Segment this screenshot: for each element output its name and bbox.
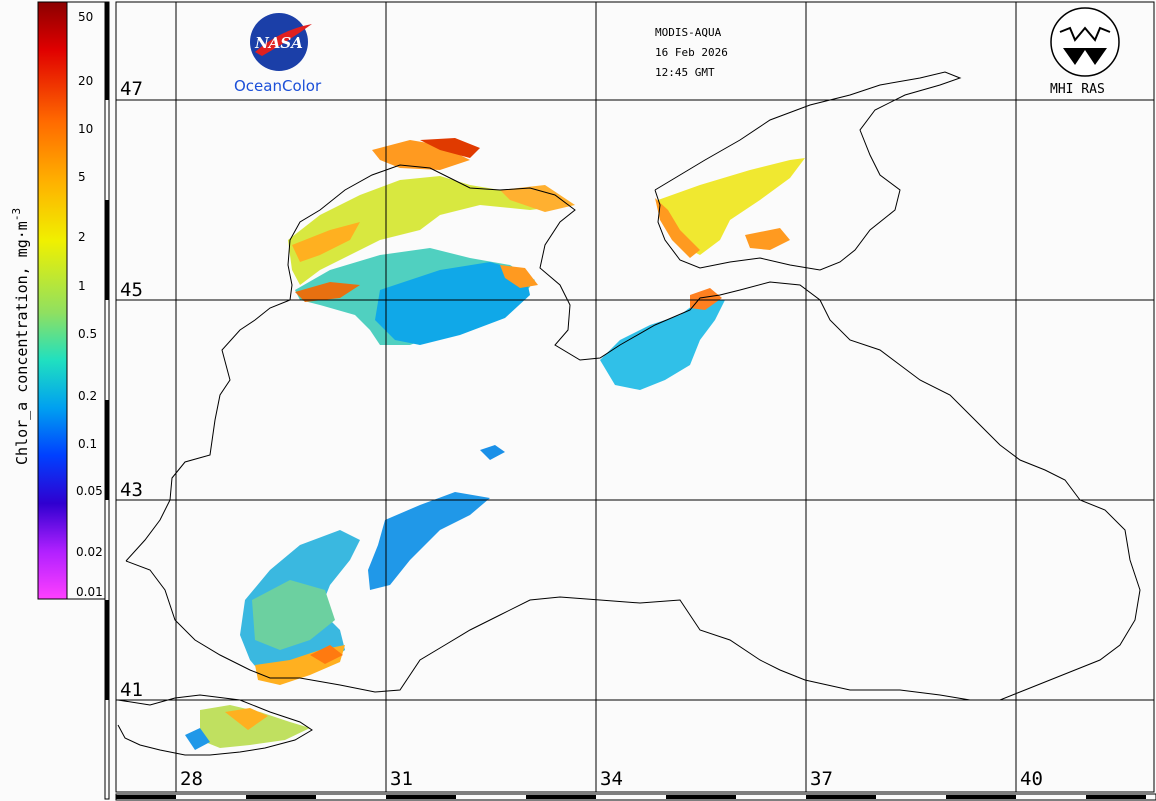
latitude-label: 43 bbox=[120, 479, 143, 501]
mhi-logo: MHI RAS bbox=[1050, 7, 1120, 97]
longitude-label: 34 bbox=[600, 768, 623, 790]
latitude-label: 41 bbox=[120, 679, 143, 701]
frame-tick-bar bbox=[526, 795, 596, 799]
colorbar-tick-label: 10 bbox=[78, 122, 93, 136]
colorbar-tick-label: 5 bbox=[78, 170, 86, 184]
mhi-label: MHI RAS bbox=[1050, 82, 1105, 97]
frame-left-axis bbox=[104, 1, 110, 800]
frame-tick-bar bbox=[1086, 795, 1146, 799]
colorbar bbox=[37, 1, 68, 600]
colorbar-tick-label: 2 bbox=[78, 230, 86, 244]
frame-tick-bar bbox=[946, 795, 1016, 799]
colorbar-tick-panel bbox=[66, 1, 106, 600]
colorbar-tick-label: 0.02 bbox=[76, 545, 103, 559]
map-frame bbox=[115, 1, 1155, 793]
nasa-vector-icon bbox=[255, 24, 312, 56]
colorbar-tick-label: 0.01 bbox=[76, 585, 103, 599]
frame-tick-bar bbox=[116, 795, 176, 799]
chlorophyll-patch bbox=[690, 288, 722, 310]
mhi-emblem-icon bbox=[1050, 7, 1120, 77]
chlorophyll-patch bbox=[655, 198, 700, 258]
chlorophyll-patch bbox=[368, 492, 490, 590]
chlorophyll-patches bbox=[185, 138, 805, 750]
colorbar-tick-label: 0.1 bbox=[78, 437, 97, 451]
colorbar-title-text: Chlor_a concentration, mg·m bbox=[13, 221, 31, 465]
frame-tick-bar bbox=[105, 600, 109, 700]
chlorophyll-patch bbox=[200, 705, 310, 748]
colorbar-ticks: 50 20 10 5 2 1 0.5 0.2 0.1 0.05 0.02 0.0… bbox=[76, 10, 103, 599]
frame-tick-bar bbox=[386, 795, 456, 799]
chlorophyll-patch bbox=[420, 138, 480, 158]
mhi-emblem-icon bbox=[1063, 48, 1107, 65]
colorbar-title-exponent: -3 bbox=[10, 208, 23, 221]
colorbar-tick-label: 0.05 bbox=[76, 484, 103, 498]
chlorophyll-patch bbox=[372, 140, 470, 170]
map-grid bbox=[116, 2, 1154, 792]
date-label: 16 Feb 2026 bbox=[655, 46, 728, 59]
frame-tick-bar bbox=[666, 795, 736, 799]
chlorophyll-patch bbox=[292, 222, 360, 262]
chlorophyll-patch bbox=[185, 728, 210, 750]
chlorophyll-patch bbox=[480, 445, 505, 460]
nasa-logo: NASA OceanColor bbox=[234, 13, 322, 95]
chlorophyll-patch bbox=[500, 185, 575, 212]
frame-tick-bar bbox=[246, 795, 316, 799]
colorbar-tick-label: 50 bbox=[78, 10, 93, 24]
longitude-label: 28 bbox=[180, 768, 203, 790]
nasa-wordmark: NASA bbox=[254, 34, 303, 52]
chlorophyll-patch bbox=[375, 262, 530, 345]
frame-tick-bar bbox=[105, 200, 109, 300]
chlorophyll-patch bbox=[600, 300, 725, 390]
longitude-label: 31 bbox=[390, 768, 413, 790]
sensor-label: MODIS-AQUA bbox=[655, 26, 722, 39]
coastline bbox=[117, 71, 1141, 756]
latitude-label: 47 bbox=[120, 78, 143, 100]
chlorophyll-patch bbox=[288, 176, 570, 285]
frame-tick-bar bbox=[806, 795, 876, 799]
chlorophyll-patch bbox=[745, 228, 790, 250]
chlorophyll-patch bbox=[225, 708, 268, 730]
mhi-emblem-icon bbox=[1059, 26, 1111, 42]
chlorophyll-patch bbox=[658, 158, 805, 255]
chlorophyll-patch bbox=[310, 645, 343, 664]
chlorophyll-patch bbox=[252, 580, 335, 650]
colorbar-tick-label: 0.5 bbox=[78, 327, 97, 341]
colorbar-tick-label: 0.2 bbox=[78, 389, 97, 403]
time-label: 12:45 GMT bbox=[655, 66, 715, 79]
chlorophyll-patch bbox=[295, 282, 360, 302]
colorbar-tick-label: 1 bbox=[78, 279, 86, 293]
longitude-label: 37 bbox=[810, 768, 833, 790]
longitude-label: 40 bbox=[1020, 768, 1043, 790]
latitude-label: 45 bbox=[120, 279, 143, 301]
oceancolor-label: OceanColor bbox=[234, 77, 322, 95]
colorbar-title: Chlor_a concentration, mg·m-3 bbox=[10, 208, 31, 465]
frame-tick-bar bbox=[105, 400, 109, 500]
chlorophyll-patch bbox=[500, 265, 538, 288]
colorbar-tick-label: 20 bbox=[78, 74, 93, 88]
frame-tick-bar bbox=[105, 2, 109, 100]
